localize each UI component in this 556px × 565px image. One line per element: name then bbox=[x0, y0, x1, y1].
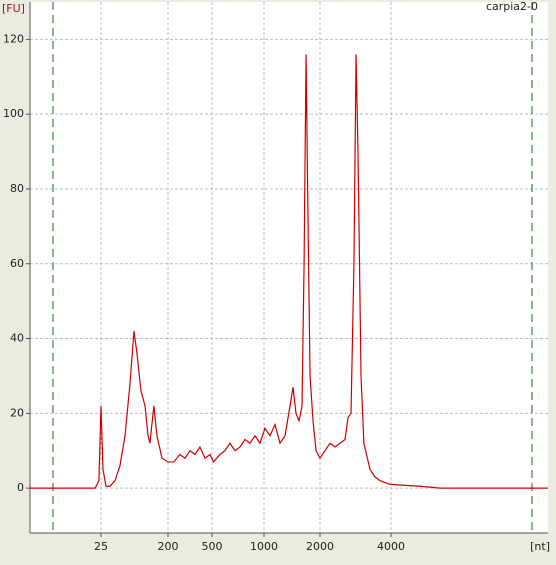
y-tick-label: 100 bbox=[3, 107, 24, 120]
chart-title: carpia2-0 bbox=[486, 0, 538, 13]
y-tick-label: 20 bbox=[10, 406, 24, 419]
x-tick-label: 2000 bbox=[306, 540, 334, 553]
x-tick-label: 1000 bbox=[250, 540, 278, 553]
y-tick-label: 0 bbox=[17, 481, 24, 494]
trace-line bbox=[30, 54, 548, 489]
y-tick-label: 40 bbox=[10, 332, 24, 345]
y-tick-label: 60 bbox=[10, 257, 24, 270]
x-tick-label: 200 bbox=[158, 540, 179, 553]
y-tick-label: 120 bbox=[3, 32, 24, 45]
x-axis-label: [nt] bbox=[530, 540, 550, 553]
x-tick-label: 500 bbox=[202, 540, 223, 553]
grid bbox=[30, 2, 548, 533]
plot-area bbox=[30, 2, 548, 533]
x-tick-label: 4000 bbox=[377, 540, 405, 553]
y-tick-label: 80 bbox=[10, 182, 24, 195]
x-tick-label: 25 bbox=[94, 540, 108, 553]
y-axis-label: [FU] bbox=[2, 2, 25, 15]
